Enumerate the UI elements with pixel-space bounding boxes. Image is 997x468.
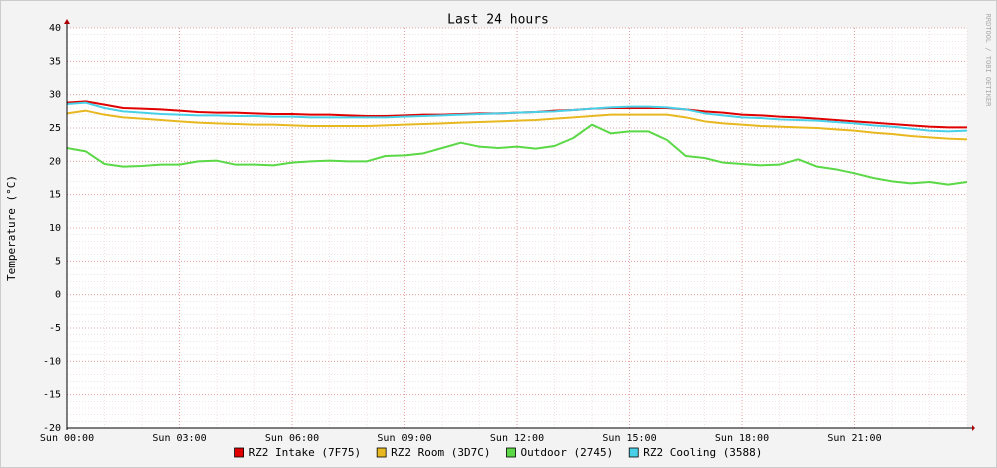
x-tick-label: Sun 12:00 xyxy=(490,433,544,444)
y-tick-label: -15 xyxy=(43,390,61,401)
legend-label: RZ2 Room (3D7C) xyxy=(391,446,490,459)
legend-swatch xyxy=(376,447,387,458)
x-tick-label: Sun 21:00 xyxy=(827,433,881,444)
legend-swatch xyxy=(628,447,639,458)
legend-swatch xyxy=(506,447,516,458)
y-tick-label: 0 xyxy=(55,290,61,301)
series-line xyxy=(66,101,968,133)
legend-label: RZ2 Cooling (3588) xyxy=(643,446,762,459)
watermark: RRDTOOL / TOBI OETIKER xyxy=(984,14,992,108)
legend-swatch xyxy=(234,447,244,458)
y-tick-label: 30 xyxy=(49,90,61,101)
y-tick-label: 35 xyxy=(49,56,61,67)
legend: RZ2 Intake (7F75) RZ2 Room (3D7C) Outdoor … xyxy=(234,446,762,459)
y-axis-label: Temperature (°C) xyxy=(5,175,18,281)
y-tick-label: -20 xyxy=(43,423,61,434)
chart-title: Last 24 hours xyxy=(447,13,549,28)
legend-label: Outdoor (2745) xyxy=(521,446,614,459)
y-tick-label: -5 xyxy=(49,323,61,334)
series-line xyxy=(66,109,968,141)
x-tick-label: Sun 15:00 xyxy=(602,433,656,444)
legend-label: RZ2 Intake (7F75) xyxy=(249,446,362,459)
y-tick-label: -10 xyxy=(43,356,61,367)
series-line xyxy=(66,123,968,186)
y-tick-label: 25 xyxy=(49,123,61,134)
x-arrow xyxy=(972,425,975,431)
y-tick-label: 15 xyxy=(49,190,61,201)
y-tick-label: 5 xyxy=(55,256,61,267)
x-tick-label: Sun 00:00 xyxy=(40,433,94,444)
y-arrow xyxy=(64,19,70,24)
x-tick-label: Sun 09:00 xyxy=(377,433,431,444)
grid xyxy=(66,27,968,429)
y-tick-label: 40 xyxy=(49,23,61,34)
x-tick-label: Sun 18:00 xyxy=(715,433,769,444)
y-tick-label: 10 xyxy=(49,223,61,234)
x-tick-label: Sun 03:00 xyxy=(152,433,206,444)
x-tick-label: Sun 06:00 xyxy=(265,433,319,444)
y-tick-label: 20 xyxy=(49,156,61,167)
lines xyxy=(66,100,968,186)
